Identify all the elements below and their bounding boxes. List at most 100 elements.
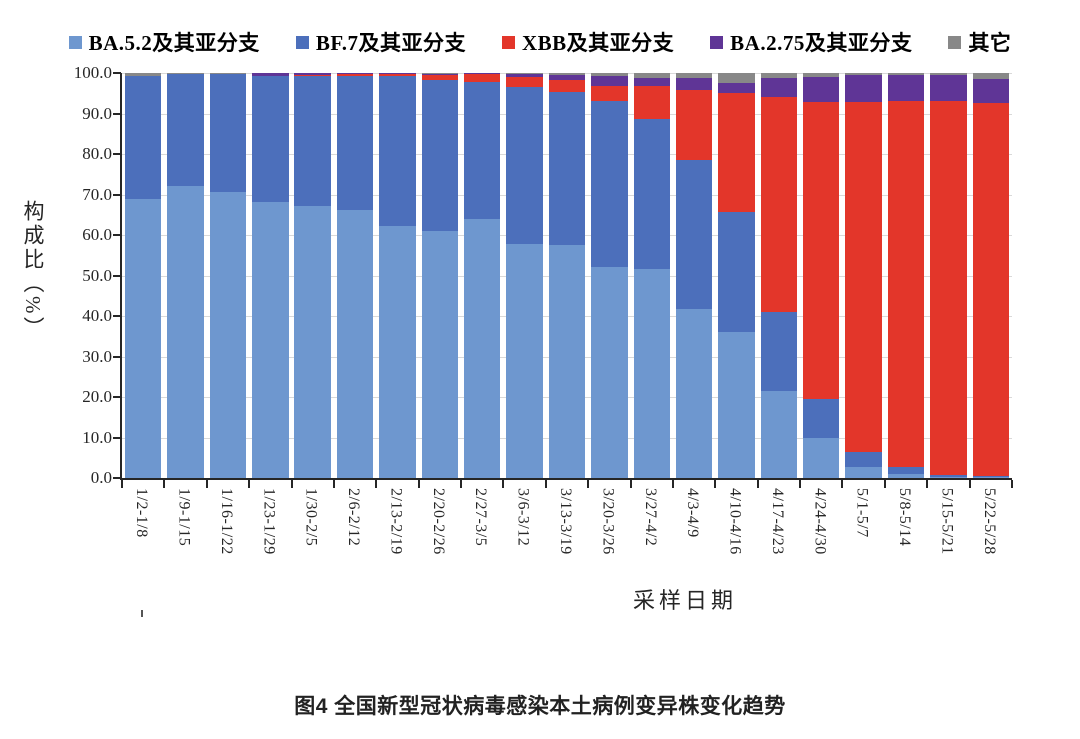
legend-label: BF.7及其亚分支 xyxy=(315,31,466,55)
y-tick-label: 40.0 xyxy=(82,306,112,325)
bar-segment-series-2 xyxy=(803,101,840,400)
bar-segment-series-4 xyxy=(633,73,670,79)
x-tick-label: 1/16-1/22 xyxy=(217,488,235,555)
bar-segment-series-0 xyxy=(379,226,416,478)
bar-segment-series-0 xyxy=(252,201,289,478)
bar-segment-series-1 xyxy=(718,211,755,333)
bar-column-4/10-4/16 xyxy=(718,73,755,478)
legend-swatch-icon xyxy=(295,35,309,49)
x-tick-label: 1/23-1/29 xyxy=(260,488,278,555)
y-tick-mark xyxy=(113,234,121,236)
legend-item-1: BF.7及其亚分支 xyxy=(295,27,466,57)
bar-column-3/6-3/12 xyxy=(506,73,543,478)
bar-segment-series-2 xyxy=(760,96,798,313)
bar-segment-series-4 xyxy=(972,73,1010,79)
bar-segment-series-4 xyxy=(124,73,162,77)
y-tick-label: 80.0 xyxy=(82,144,112,163)
bar-column-1/23-1/29 xyxy=(252,73,289,478)
x-tick-mark xyxy=(290,480,293,488)
bar-segment-series-4 xyxy=(506,73,543,74)
bar-segment-series-3 xyxy=(718,83,755,94)
x-tick-mark xyxy=(756,480,759,488)
x-tick-mark xyxy=(968,480,971,488)
legend-item-4: 其它 xyxy=(948,27,1011,57)
bar-segment-series-3 xyxy=(421,73,459,75)
bar-segment-series-2 xyxy=(506,77,543,88)
x-tick-mark xyxy=(714,480,717,488)
y-tick-mark xyxy=(113,274,121,277)
y-tick-label: 10.0 xyxy=(82,427,112,447)
bar-column-1/30-2/5 xyxy=(294,73,331,478)
bar-segment-series-0 xyxy=(591,267,628,478)
y-tick-mark xyxy=(113,153,121,155)
bar-column-1/16-1/22 xyxy=(209,73,247,478)
y-tick-mark xyxy=(113,477,121,479)
bar-segment-series-3 xyxy=(760,77,798,97)
bar-segment-series-1 xyxy=(252,76,289,202)
bar-segment-series-0 xyxy=(124,198,162,478)
legend-label: BA.2.75及其亚分支 xyxy=(730,31,913,55)
bar-segment-series-2 xyxy=(675,90,713,161)
y-tick-label: 70.0 xyxy=(82,184,112,204)
bar-segment-series-0 xyxy=(845,467,882,478)
x-tick-mark xyxy=(375,480,378,488)
y-tick-label: 30.0 xyxy=(82,346,112,366)
x-tick-mark xyxy=(417,480,420,488)
bar-segment-series-4 xyxy=(421,73,459,74)
bar-segment-series-2 xyxy=(421,74,459,81)
y-tick-mark xyxy=(113,436,121,439)
bar-segment-series-0 xyxy=(336,210,374,478)
x-tick-mark xyxy=(121,480,123,488)
bar-segment-series-0 xyxy=(675,308,713,478)
bar-segment-series-2 xyxy=(464,73,501,82)
bar-segment-series-1 xyxy=(421,80,459,231)
y-tick-mark xyxy=(113,396,121,398)
chart-legend: BA.5.2及其亚分支 BF.7及其亚分支 XBB及其亚分支 BA.2.75及其亚分支… xyxy=(0,26,1080,58)
legend-swatch-icon xyxy=(68,35,82,49)
bar-segment-series-4 xyxy=(845,73,882,76)
x-tick-label: 2/6-2/12 xyxy=(345,488,363,547)
bar-segment-series-0 xyxy=(464,218,501,478)
x-tick-label: 1/2-1/8 xyxy=(133,488,151,538)
bar-segment-series-2 xyxy=(845,102,882,452)
bar-segment-series-4 xyxy=(548,73,586,76)
x-tick-mark xyxy=(1011,480,1013,488)
legend-swatch-icon xyxy=(948,35,962,49)
bar-segment-series-1 xyxy=(972,476,1010,478)
x-tick-mark xyxy=(544,480,547,488)
bar-segment-series-0 xyxy=(633,268,670,478)
x-tick-mark xyxy=(205,480,208,488)
x-tick-label: 2/27-3/5 xyxy=(472,488,490,547)
y-tick-label: 20.0 xyxy=(82,387,112,406)
bar-segment-series-0 xyxy=(887,473,925,478)
bar-segment-series-1 xyxy=(930,475,967,477)
x-axis-tick-labels: 1/2-1/8 1/9-1/15 1/16-1/22 1/23-1/29 1/30-2/… xyxy=(120,488,1010,620)
bar-segment-series-3 xyxy=(887,74,925,102)
legend-label: 其它 xyxy=(968,31,1012,55)
bar-column-3/27-4/2 xyxy=(633,73,670,478)
bar-segment-series-2 xyxy=(887,101,925,468)
x-tick-label: 2/20-2/26 xyxy=(429,488,447,555)
legend-label: XBB及其亚分支 xyxy=(521,31,675,55)
bar-segment-series-3 xyxy=(294,73,331,76)
bar-segment-series-0 xyxy=(718,332,755,478)
x-tick-label: 3/27-4/2 xyxy=(641,488,659,547)
x-tick-label: 3/20-3/26 xyxy=(599,488,617,555)
x-tick-label: 4/24-4/30 xyxy=(811,488,829,555)
bar-segment-series-0 xyxy=(294,205,331,478)
bar-segment-series-2 xyxy=(633,86,670,119)
bar-segment-series-1 xyxy=(336,76,374,211)
x-tick-label: 4/10-4/16 xyxy=(726,488,744,555)
x-tick-mark xyxy=(926,480,929,488)
x-tick-mark xyxy=(671,480,674,488)
bar-segment-series-1 xyxy=(633,118,670,269)
bar-segment-series-0 xyxy=(167,186,204,478)
legend-item-0: BA.5.2及其亚分支 xyxy=(68,27,260,57)
y-tick-mark xyxy=(113,355,121,358)
x-tick-mark xyxy=(799,480,802,488)
bar-segment-series-3 xyxy=(252,73,289,76)
figure-caption: 图4 全国新型冠状病毒感染本土病例变异株变化趋势 xyxy=(294,695,786,718)
bar-segment-series-1 xyxy=(845,451,882,468)
x-tick-label: 1/9-1/15 xyxy=(175,488,193,547)
